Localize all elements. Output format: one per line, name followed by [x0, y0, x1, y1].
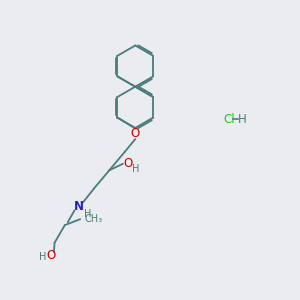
Text: H: H: [238, 112, 246, 126]
Text: H: H: [132, 164, 140, 174]
Text: Cl: Cl: [223, 112, 235, 126]
Text: H: H: [39, 253, 46, 262]
Text: O: O: [123, 157, 132, 170]
Text: O: O: [131, 127, 140, 140]
Text: H: H: [84, 209, 91, 219]
Text: N: N: [74, 200, 84, 213]
Text: CH₃: CH₃: [85, 214, 103, 224]
Text: O: O: [46, 249, 56, 262]
